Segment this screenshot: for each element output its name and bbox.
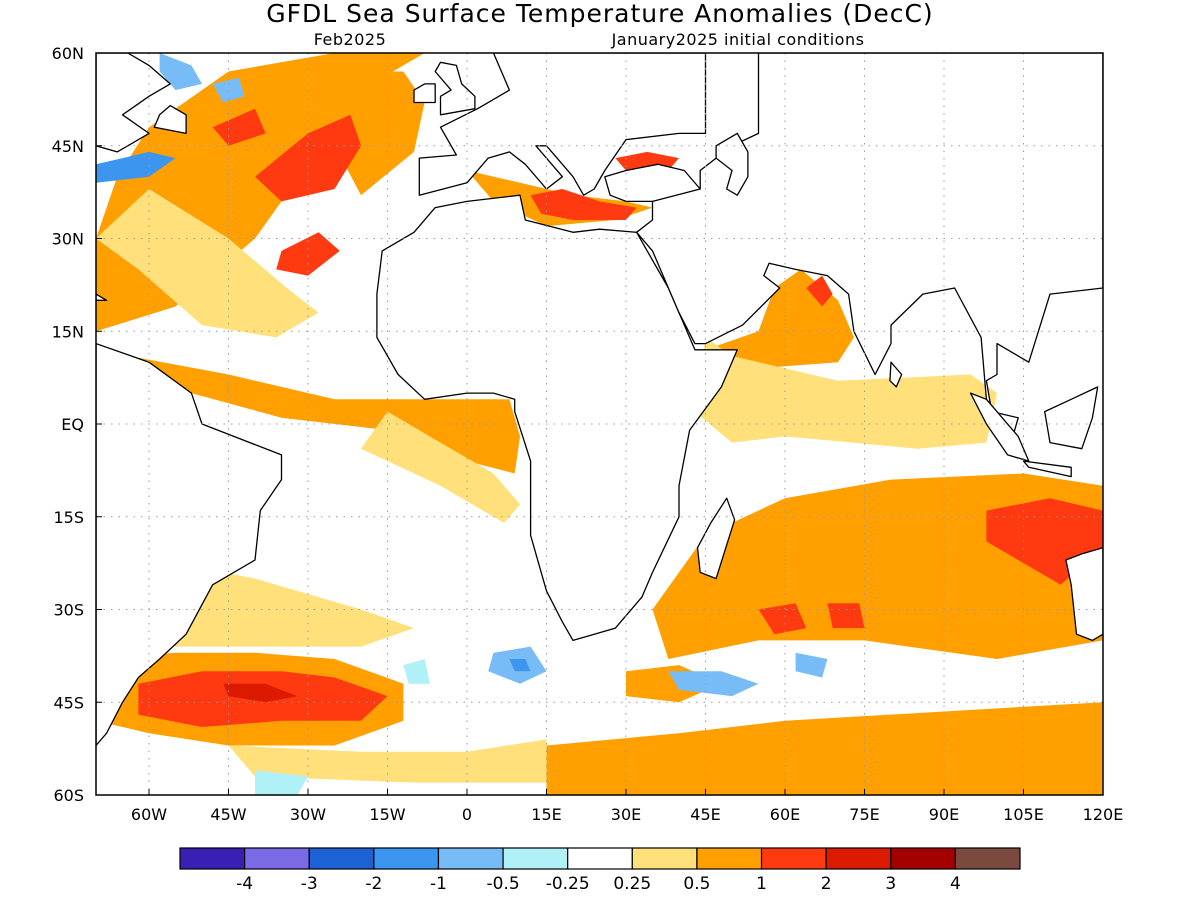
- colorbar-label: -3: [301, 874, 318, 894]
- land-cuba: [96, 293, 108, 301]
- x-tick-label: 0: [462, 805, 472, 824]
- x-tick-label: 105E: [1003, 805, 1044, 824]
- colorbar-swatch: [567, 847, 633, 870]
- x-tick-label: 90E: [929, 805, 959, 824]
- land-ireland: [413, 83, 436, 104]
- colorbar-label: -0.5: [486, 874, 519, 894]
- init-conditions-label: January2025 initial conditions: [611, 30, 865, 49]
- anomaly-region-1: [96, 349, 520, 474]
- colorbar-swatch: [954, 847, 1021, 870]
- anomaly-region-21: [758, 603, 807, 635]
- colorbar-label: 2: [821, 874, 832, 894]
- land-sri-lanka: [889, 361, 903, 388]
- colorbar-swatch: [244, 847, 310, 870]
- x-tick-label: 45E: [690, 805, 720, 824]
- colorbar-label: 3: [885, 874, 896, 894]
- anomaly-region-6: [212, 108, 266, 146]
- anomaly-region-35: [403, 659, 430, 684]
- x-tick-label: 15W: [369, 805, 405, 824]
- anomaly-region-25: [223, 683, 298, 703]
- land-asia: [635, 53, 1103, 438]
- land-masses: [96, 53, 1103, 747]
- land-australia: [1065, 547, 1103, 642]
- land-africa: [376, 194, 738, 642]
- land-madagascar: [696, 497, 736, 580]
- anomaly-region-3: [96, 189, 319, 338]
- colorbar-label: 0.25: [613, 874, 651, 894]
- anomaly-region-32: [668, 671, 759, 697]
- anomaly-region-10: [96, 151, 176, 183]
- colorbar-swatch: [696, 847, 763, 870]
- land-north-america: [96, 53, 171, 153]
- anomaly-region-7: [276, 232, 340, 276]
- anomaly-fields: [96, 53, 1103, 795]
- y-tick-label: 15S: [53, 508, 84, 527]
- gridlines: [96, 53, 1103, 795]
- chart-title: GFDL Sea Surface Temperature Anomalies (…: [266, 0, 933, 28]
- anomaly-region-15: [806, 275, 833, 307]
- anomaly-region-9: [212, 77, 245, 103]
- anomaly-region-8: [159, 53, 202, 91]
- land-java: [1022, 460, 1072, 478]
- y-tick-label: 60N: [52, 44, 84, 63]
- colorbar-label: -4: [236, 874, 253, 894]
- colorbar-swatch: [308, 847, 375, 870]
- y-tick-label: 30N: [52, 230, 84, 249]
- colorbar-swatch: [502, 847, 569, 870]
- anomaly-region-12: [530, 189, 637, 220]
- anomaly-region-22: [827, 603, 865, 629]
- valid-month-label: Feb2025: [314, 30, 387, 49]
- land-europe: [418, 53, 707, 196]
- anomaly-region-33: [795, 652, 828, 678]
- y-tick-label: EQ: [61, 415, 84, 434]
- colorbar-swatch: [890, 847, 956, 870]
- anomaly-region-31: [509, 659, 531, 672]
- caspian-sea: [715, 132, 749, 197]
- land-south-america: [96, 342, 283, 747]
- y-tick-label: 60S: [53, 786, 84, 805]
- colorbar-label: -2: [365, 874, 382, 894]
- x-tick-label: 60E: [770, 805, 800, 824]
- anomaly-region-29: [228, 739, 547, 783]
- map-panel: 60W 45W 30W 15W 0 15E 30E 45E 60E 75E 90E 105E 120E 6…: [52, 44, 1124, 824]
- land-britain: [434, 61, 476, 116]
- anomaly-region-4: [361, 411, 520, 523]
- colorbar-label: -1: [430, 874, 447, 894]
- colorbar-label: 4: [950, 874, 961, 894]
- land-borneo: [1044, 386, 1099, 450]
- anomaly-region-34: [255, 770, 308, 795]
- land-newfoundland: [153, 104, 187, 135]
- colorbar-label: -0.25: [546, 874, 590, 894]
- y-tick-label: 15N: [52, 322, 84, 341]
- anomaly-region-26: [546, 702, 1103, 795]
- x-tick-label: 15E: [531, 805, 561, 824]
- y-tick-label: 30S: [53, 601, 84, 620]
- x-tick-label: 60W: [131, 805, 167, 824]
- colorbar-swatch: [760, 847, 827, 870]
- x-tick-label: 30W: [290, 805, 326, 824]
- x-tick-label: 120E: [1083, 805, 1124, 824]
- anomaly-region-18: [694, 337, 997, 449]
- colorbar-swatch: [825, 847, 892, 870]
- x-tick-label: 30E: [611, 805, 641, 824]
- land-sumatra: [969, 392, 1030, 462]
- colorbar: -4 -3 -2 -1 -0.5 -0.25 0.25 0.5 1 2 3 4: [179, 847, 1021, 894]
- x-tick-label: 75E: [849, 805, 879, 824]
- x-tick-label: 45W: [210, 805, 246, 824]
- colorbar-swatch: [179, 847, 246, 870]
- colorbar-label: 1: [756, 874, 767, 894]
- y-tick-label: 45S: [53, 693, 84, 712]
- y-tick-label: 45N: [52, 137, 84, 156]
- colorbar-swatch: [631, 847, 698, 870]
- colorbar-swatch: [373, 847, 440, 870]
- colorbar-swatch: [437, 847, 504, 870]
- axis-ticks: 60W 45W 30W 15W 0 15E 30E 45E 60E 75E 90E 105E 120E 6…: [52, 44, 1124, 824]
- colorbar-label: 0.5: [683, 874, 710, 894]
